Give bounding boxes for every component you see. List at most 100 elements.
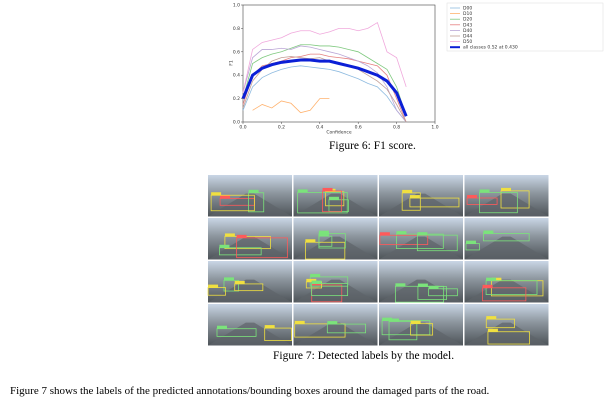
- road-surface: [379, 279, 463, 303]
- detection-box: [409, 197, 460, 208]
- detection-box: [224, 236, 271, 250]
- detection-tag: [223, 277, 234, 281]
- detection-tag: [327, 321, 338, 325]
- y-tick-label: 0.4: [233, 73, 240, 79]
- series-line: [241, 58, 408, 117]
- detection-tag: [487, 328, 498, 332]
- detection-box: [487, 331, 530, 345]
- detection-tag: [236, 234, 247, 238]
- x-axis-label: Confidence: [326, 130, 352, 136]
- plot-frame: [242, 4, 436, 123]
- detection-tag: [294, 320, 305, 324]
- detection-box: [428, 288, 458, 297]
- road-surface: [379, 193, 463, 217]
- detection-box: [379, 234, 429, 245]
- detection-tag: [311, 281, 322, 285]
- series-line: [242, 53, 407, 123]
- detection-tag: [486, 316, 497, 320]
- photo-tile: [293, 175, 378, 217]
- detection-tag: [389, 318, 400, 322]
- photo-tile: [464, 304, 549, 346]
- photo-tile: [379, 218, 463, 260]
- detection-tag: [395, 283, 406, 287]
- series-line: [242, 65, 407, 123]
- y-tick-label: 1.0: [233, 3, 240, 9]
- detection-tag: [306, 278, 317, 282]
- road-surface: [379, 322, 463, 346]
- x-tick-label: 0.4: [316, 125, 323, 131]
- detection-box: [207, 287, 226, 296]
- road-surface: [293, 236, 378, 260]
- detection-box: [479, 192, 518, 214]
- figure-caption: Figure 7: Detected labels by the model.: [273, 350, 455, 362]
- detection-tag: [234, 280, 245, 284]
- photo-tile: [379, 304, 463, 346]
- x-tick-label: 1.0: [431, 125, 438, 131]
- detection-box: [236, 237, 288, 259]
- detection-tag: [396, 231, 407, 235]
- detection-tag: [305, 239, 316, 243]
- detection-box: [490, 280, 544, 297]
- detection-box: [417, 286, 447, 300]
- detection-box: [466, 197, 498, 205]
- x-tick-label: 0.6: [355, 125, 362, 131]
- series-line: [242, 44, 407, 117]
- photo-tile: [208, 218, 292, 260]
- legend-label: D00: [463, 6, 472, 12]
- x-tick-label: 0.8: [393, 125, 400, 131]
- detection-tag: [219, 244, 230, 248]
- detection-tag: [311, 280, 322, 284]
- detection-tag: [220, 195, 231, 199]
- road-surface: [464, 236, 549, 260]
- detection-tag: [211, 192, 222, 196]
- detection-box: [216, 328, 257, 337]
- detection-tag: [410, 320, 421, 324]
- photo-tile: [293, 304, 378, 346]
- legend-box: [446, 2, 604, 52]
- detection-box: [311, 283, 349, 297]
- legend-label: D10: [463, 11, 472, 17]
- road-surface: [208, 322, 292, 346]
- detection-tag: [486, 277, 497, 281]
- legend-label: D50: [463, 39, 472, 45]
- detection-tag: [409, 195, 420, 199]
- photo-tile: [379, 175, 463, 217]
- road-surface: [293, 279, 378, 303]
- detection-tag: [248, 189, 259, 193]
- detection-box: [401, 192, 421, 211]
- detection-tag: [501, 187, 512, 191]
- detection-tag: [224, 233, 235, 237]
- detection-tag: [467, 194, 478, 198]
- detection-tag: [465, 240, 476, 244]
- detection-box: [322, 190, 342, 213]
- detection-box: [234, 283, 264, 292]
- road-surface: [208, 236, 292, 260]
- detection-box: [410, 323, 434, 336]
- detection-box: [482, 287, 527, 302]
- figure-caption: Figure 6: F1 score.: [329, 140, 416, 152]
- road-surface: [208, 193, 292, 217]
- detection-box: [223, 279, 239, 292]
- detection-tag: [379, 232, 390, 236]
- x-tick-label: 0.2: [278, 125, 285, 131]
- road-surface: [464, 193, 549, 217]
- f1-chart: F1 Confidence 0.0 0.2 0.4 0.6 0.8 1.0 0.0 0.2 0.…: [229, 2, 604, 136]
- road-surface: [464, 279, 549, 303]
- detection-box: [485, 318, 515, 329]
- y-tick-label: 0.0: [233, 120, 240, 126]
- detection-box: [248, 192, 265, 213]
- detection-tag: [318, 230, 329, 234]
- detection-box: [326, 323, 367, 334]
- detection-box: [264, 327, 292, 341]
- legend-label: D43: [463, 22, 472, 28]
- series-line: [242, 56, 407, 123]
- detection-box: [219, 198, 255, 206]
- photo-tile: [464, 175, 549, 217]
- detection-box: [416, 234, 458, 252]
- detection-tag: [297, 189, 308, 193]
- detection-tag: [216, 325, 227, 329]
- detection-tag: [382, 317, 393, 321]
- road-surface: [464, 322, 549, 346]
- detection-tag: [483, 230, 494, 234]
